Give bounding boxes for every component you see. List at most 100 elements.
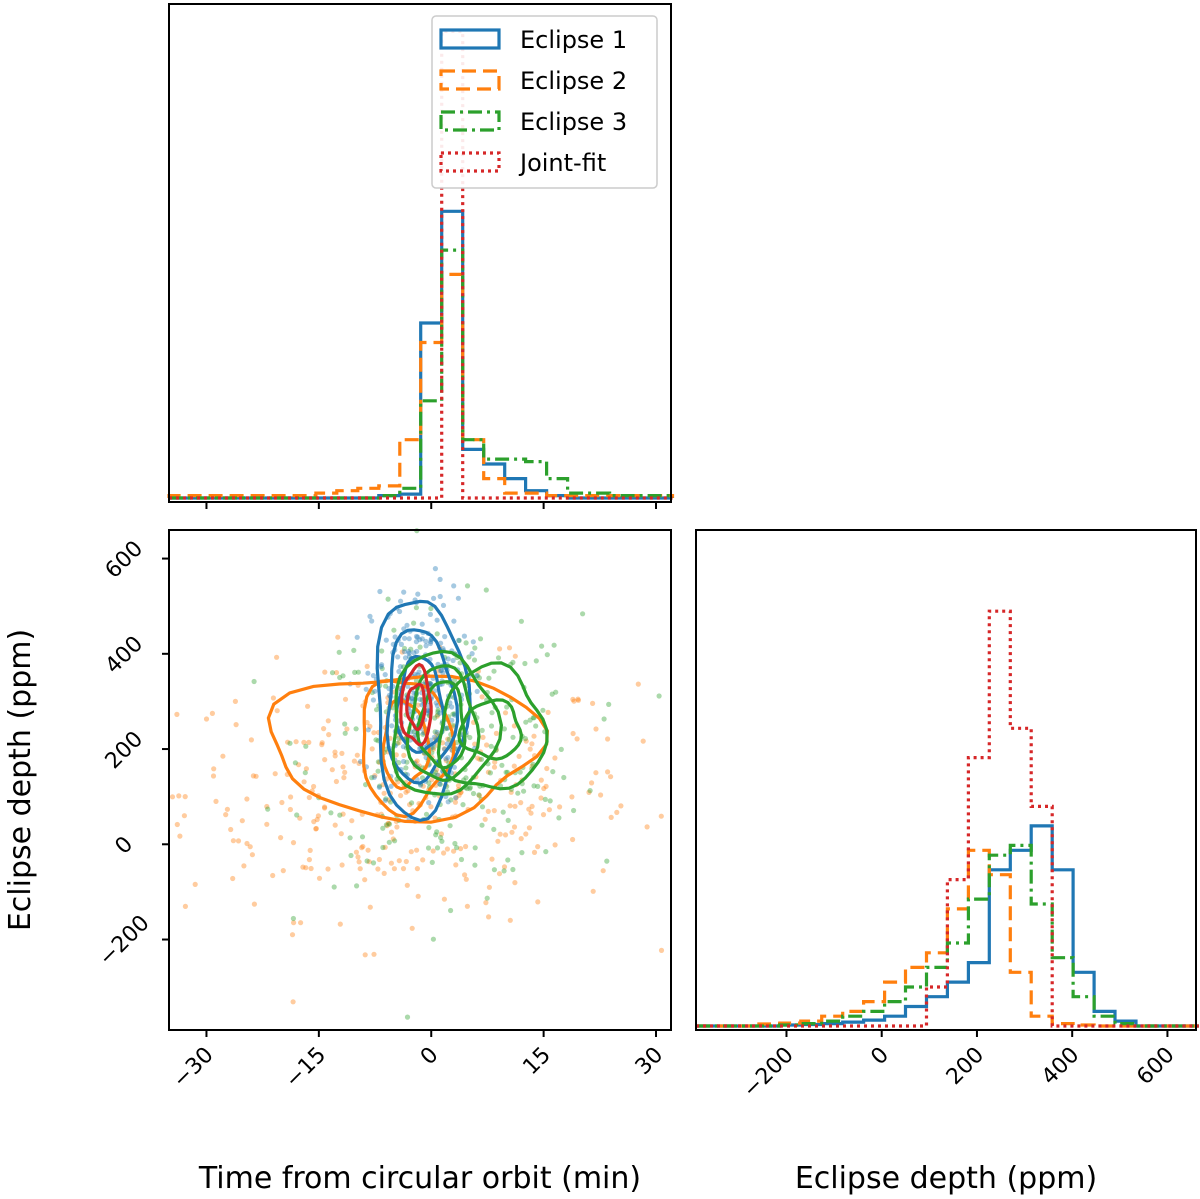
scatter-point	[388, 783, 394, 789]
scatter-point	[463, 843, 469, 850]
scatter-point	[466, 654, 472, 660]
scatter-point	[425, 710, 431, 716]
scatter-point	[472, 845, 478, 851]
scatter-point	[348, 852, 354, 859]
scatter-point	[489, 710, 495, 716]
scatter-point	[339, 750, 345, 757]
scatter-point	[382, 844, 388, 850]
scatter-point	[438, 835, 444, 841]
scatter-point	[409, 800, 415, 806]
scatter-point	[293, 739, 299, 745]
scatter-point	[322, 805, 328, 811]
scatter-point	[270, 695, 276, 701]
scatter-point	[353, 726, 359, 732]
scatter-point	[417, 696, 423, 703]
scatter-point	[322, 804, 328, 810]
scatter-point	[429, 859, 435, 866]
scatter-point	[366, 859, 372, 865]
scatter-point	[376, 856, 382, 863]
scatter-point	[535, 844, 541, 850]
legend-item-eclipse-1: Eclipse 1	[439, 26, 627, 54]
x-axis-label-time: Time from circular orbit (min)	[198, 1161, 641, 1196]
legend-item-joint-fit: Joint-fit	[439, 149, 606, 177]
scatter-point	[354, 752, 360, 758]
scatter-point	[169, 794, 176, 800]
scatter-point	[453, 795, 459, 801]
contour-joint-fit	[399, 662, 433, 747]
scatter-point	[470, 790, 477, 797]
scatter-point	[495, 838, 501, 844]
scatter-point	[401, 589, 407, 595]
scatter-point	[355, 854, 361, 860]
scatter-point	[362, 952, 368, 958]
scatter-point	[471, 657, 478, 663]
scatter-point	[405, 788, 411, 794]
scatter-point	[447, 823, 453, 829]
scatter-point	[517, 769, 523, 775]
scatter-point	[210, 773, 217, 779]
scatter-point	[177, 833, 183, 839]
scatter-point	[475, 673, 481, 679]
scatter-point	[518, 836, 524, 842]
scatter-point	[658, 947, 665, 954]
scatter-point	[445, 656, 451, 662]
scatter-point	[476, 793, 482, 799]
scatter-point	[395, 779, 401, 785]
scatter-point	[244, 840, 250, 847]
scatter-point	[404, 622, 410, 628]
scatter-point	[316, 875, 323, 881]
scatter-point	[396, 740, 402, 746]
scatter-point	[251, 678, 257, 685]
scatter-point	[542, 796, 548, 803]
scatter-point	[213, 798, 219, 805]
scatter-point	[396, 760, 402, 766]
y-axis-label-depth: Eclipse depth (ppm)	[3, 629, 38, 931]
legend-swatch	[439, 69, 501, 91]
scatter-point	[440, 740, 446, 746]
scatter-point	[176, 793, 182, 799]
scatter-point	[344, 726, 350, 732]
scatter-point	[429, 777, 435, 783]
scatter-point	[415, 702, 421, 708]
scatter-point	[349, 818, 355, 824]
scatter-point	[325, 866, 331, 872]
scatter-point	[423, 638, 429, 644]
scatter-point	[415, 634, 421, 640]
scatter-point	[425, 845, 432, 851]
scatter-point	[523, 738, 529, 744]
scatter-point	[441, 850, 447, 856]
scatter-point	[355, 669, 361, 675]
scatter-point	[501, 868, 507, 874]
scatter-point	[407, 802, 413, 808]
scatter-point	[529, 803, 535, 810]
scatter-point	[501, 864, 508, 870]
scatter-point	[408, 646, 414, 652]
scatter-point	[341, 775, 347, 781]
scatter-point	[441, 896, 447, 902]
scatter-point	[342, 721, 348, 727]
scatter-point	[329, 767, 335, 773]
scatter-point	[506, 645, 513, 651]
scatter-point	[362, 877, 368, 883]
scatter-point	[230, 875, 236, 882]
scatter-point	[403, 858, 409, 865]
scatter-point	[356, 859, 362, 865]
scatter-point	[469, 651, 475, 657]
scatter-point	[377, 783, 383, 789]
scatter-point	[384, 823, 390, 829]
scatter-point	[374, 707, 380, 713]
scatter-point	[367, 904, 373, 910]
scatter-point	[544, 652, 550, 658]
scatter-point	[544, 765, 550, 772]
x-tick-label: 30	[631, 1043, 668, 1080]
scatter-point	[315, 813, 321, 819]
scatter-point	[228, 826, 234, 833]
scatter-point	[456, 637, 462, 643]
scatter-point	[425, 707, 431, 714]
time-histogram-panel	[167, 3, 675, 509]
scatter-point	[414, 776, 420, 783]
scatter-point	[278, 835, 284, 841]
contour-eclipse-1	[375, 599, 472, 823]
scatter-point	[391, 627, 397, 633]
time-hist-eclipse-2	[167, 272, 675, 498]
